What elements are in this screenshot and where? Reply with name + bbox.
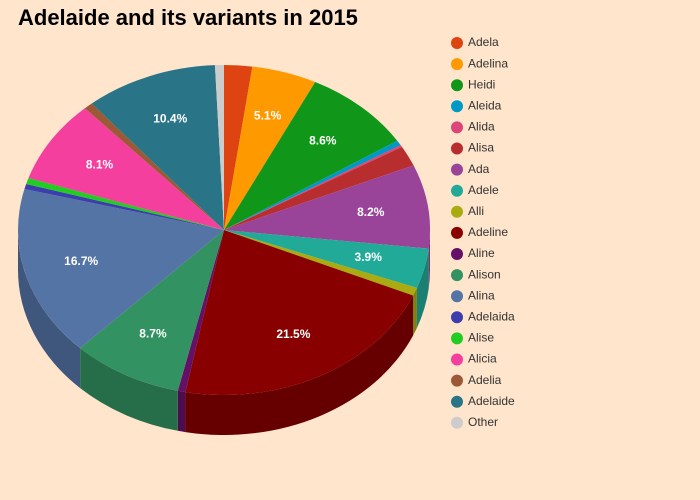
legend-swatch xyxy=(451,374,463,387)
pie-slice xyxy=(26,178,224,230)
legend-label: Aleida xyxy=(468,98,502,112)
legend-swatch xyxy=(451,226,463,239)
legend-swatch xyxy=(451,248,463,260)
pie-slice xyxy=(224,65,253,230)
data-label: 16.7% xyxy=(64,254,98,268)
legend-swatch xyxy=(451,311,463,324)
legend-label: Ada xyxy=(468,162,490,176)
pie-slice xyxy=(28,108,225,230)
legend-label: Alina xyxy=(468,288,495,302)
data-label: 8.6% xyxy=(309,134,337,148)
pie-side xyxy=(413,287,417,336)
legend-swatch xyxy=(451,163,463,176)
pie-side xyxy=(17,230,81,389)
pie-side xyxy=(428,230,430,289)
legend-label: Alisa xyxy=(468,141,494,155)
legend-label: Adelaide xyxy=(468,394,515,408)
legend-swatch xyxy=(451,205,463,218)
pie-slice xyxy=(224,66,316,230)
pie-slice xyxy=(84,103,224,230)
data-label: 8.7% xyxy=(139,326,167,340)
pie-slice xyxy=(185,230,414,395)
pie-tops xyxy=(18,65,430,395)
pie-sides xyxy=(17,230,430,436)
legend-label: Heidi xyxy=(468,77,495,91)
legend-swatch xyxy=(451,269,463,282)
legend-label: Alicia xyxy=(468,352,497,366)
pie-slice xyxy=(224,230,417,296)
legend-label: Aline xyxy=(468,246,495,260)
legend-label: Alison xyxy=(468,267,501,281)
chart-title: Adelaide and its variants in 2015 xyxy=(18,5,358,30)
data-label: 10.4% xyxy=(153,111,187,125)
data-label: 21.5% xyxy=(276,327,310,341)
legend-label: Alli xyxy=(468,204,484,218)
pie-slice xyxy=(214,65,224,230)
legend: Adela Adelina Heidi Aleida Alida Alisa Ada Adel… xyxy=(451,35,515,429)
legend-swatch xyxy=(451,395,463,408)
pie-slice xyxy=(24,183,225,230)
legend-swatch xyxy=(451,332,463,345)
legend-swatch xyxy=(451,79,463,92)
pie-slice xyxy=(177,230,224,393)
data-label: 5.1% xyxy=(254,109,282,123)
legend-swatch xyxy=(451,142,463,155)
pie-slice xyxy=(224,140,401,230)
legend-label: Adelina xyxy=(468,56,508,70)
legend-swatch xyxy=(451,184,463,197)
legend-swatch xyxy=(451,100,463,113)
pie-slice xyxy=(224,146,414,230)
legend-label: Alise xyxy=(468,331,494,345)
pie-side xyxy=(177,390,186,433)
pie-slice xyxy=(18,188,225,349)
pie-slice xyxy=(91,65,224,230)
pie-slice xyxy=(224,230,429,288)
legend-swatch xyxy=(451,58,463,71)
data-label: 3.9% xyxy=(355,250,383,264)
data-label: 8.2% xyxy=(357,205,385,219)
legend-swatch xyxy=(451,37,463,49)
pie-slice xyxy=(224,165,430,249)
pie-slice xyxy=(224,145,402,230)
legend-label: Adele xyxy=(468,183,499,197)
legend-label: Adelaida xyxy=(468,309,515,323)
legend-swatch xyxy=(451,121,463,134)
pie-slice xyxy=(80,230,225,391)
legend-swatch xyxy=(451,416,463,429)
pie-labels: 5.1% 8.6% 8.2% 3.9% 21.5% 8.7% 16.7% 8.1% 10.4% xyxy=(64,109,385,342)
pie-side xyxy=(80,348,178,431)
legend-label: Adela xyxy=(468,35,499,49)
pie-side xyxy=(185,295,414,436)
legend-label: Alida xyxy=(468,120,495,134)
data-label: 8.1% xyxy=(86,158,114,172)
pie-slice xyxy=(224,82,398,230)
legend-swatch xyxy=(451,290,463,303)
legend-label: Adeline xyxy=(468,225,508,239)
legend-label: Adelia xyxy=(468,373,502,387)
legend-swatch xyxy=(451,353,463,366)
pie-side xyxy=(416,248,429,328)
legend-label: Other xyxy=(468,415,498,429)
